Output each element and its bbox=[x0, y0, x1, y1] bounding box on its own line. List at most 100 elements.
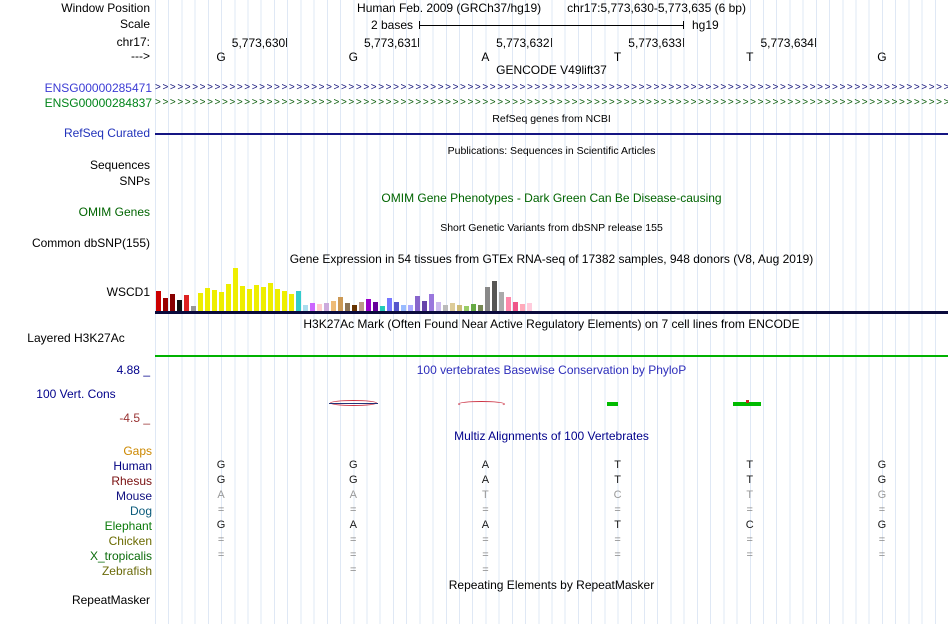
gtex-bar bbox=[247, 289, 252, 311]
gtex-bar bbox=[261, 287, 266, 311]
position-text: chr17:5,773,630-5,773,635 (6 bp) bbox=[567, 1, 746, 15]
gene-model-arrows[interactable]: >>>>>>>>>>>>>>>>>>>>>>>>>>>>>>>>>>>>>>>>… bbox=[155, 97, 948, 108]
sequences-label[interactable]: Sequences bbox=[89, 158, 150, 172]
alignment-cell: = bbox=[350, 504, 357, 516]
gtex-bar bbox=[492, 281, 497, 311]
gtex-bar bbox=[394, 302, 399, 311]
phylop-mark-dot bbox=[746, 400, 749, 403]
species-label-elephant[interactable]: Elephant bbox=[104, 519, 152, 533]
gtex-bar bbox=[170, 294, 175, 311]
gtex-bar bbox=[387, 298, 392, 311]
gtex-bar bbox=[163, 298, 168, 311]
repeatmasker-label[interactable]: RepeatMasker bbox=[71, 593, 150, 607]
alignment-cell: G bbox=[216, 474, 226, 486]
alignment-cell: T bbox=[482, 489, 489, 501]
alignment-cell: = bbox=[217, 549, 225, 561]
window-position-header: Human Feb. 2009 (GRCh37/hg19) chr17:5,773… bbox=[155, 2, 948, 16]
gtex-bar bbox=[499, 292, 504, 311]
base-letter: G bbox=[348, 50, 358, 64]
gtex-bar bbox=[198, 293, 203, 311]
species-label-rhesus[interactable]: Rhesus bbox=[111, 474, 152, 488]
refseq-gene-line[interactable] bbox=[155, 133, 948, 135]
alignment-cell: = bbox=[746, 534, 753, 546]
dbsnp-track-title[interactable]: Short Genetic Variants from dbSNP releas… bbox=[440, 222, 663, 234]
h3k27ac-signal-line[interactable] bbox=[155, 355, 948, 357]
refseq-track-title[interactable]: RefSeq genes from NCBI bbox=[492, 113, 611, 125]
h3k27ac-track-title[interactable]: H3K27Ac Mark (Often Found Near Active Re… bbox=[303, 317, 800, 331]
omim-track-title[interactable]: OMIM Gene Phenotypes - Dark Green Can Be… bbox=[381, 191, 722, 205]
gtex-bar bbox=[345, 303, 350, 311]
gtex-bar bbox=[282, 291, 287, 311]
gtex-track-title[interactable]: Gene Expression in 54 tissues from GTEx … bbox=[289, 252, 814, 266]
snps-label[interactable]: SNPs bbox=[119, 174, 150, 188]
assembly-text: Human Feb. 2009 (GRCh37/hg19) bbox=[357, 1, 542, 15]
gtex-bar bbox=[464, 306, 469, 311]
species-label-human[interactable]: Human bbox=[113, 459, 152, 473]
publications-track-title[interactable]: Publications: Sequences in Scientific Ar… bbox=[447, 145, 656, 157]
gtex-bar bbox=[191, 306, 196, 311]
gencode-track-title[interactable]: GENCODE V49lift37 bbox=[496, 63, 607, 77]
alignment-cell: A bbox=[481, 474, 490, 486]
phylop-track-label[interactable]: 100 Vert. Cons bbox=[36, 387, 116, 401]
alignment-cell: C bbox=[613, 489, 622, 501]
alignment-cell: G bbox=[348, 459, 358, 471]
alignment-cell: = bbox=[350, 549, 357, 561]
species-label-x_tropicalis[interactable]: X_tropicalis bbox=[89, 549, 152, 563]
position-tick-mark bbox=[418, 38, 420, 47]
gtex-bar bbox=[373, 302, 378, 311]
layered-h3k27ac-label[interactable]: Layered H3K27Ac bbox=[27, 331, 125, 345]
gtex-bar bbox=[324, 303, 329, 311]
gtex-bar bbox=[415, 296, 420, 311]
alignment-cell: T bbox=[746, 489, 754, 501]
scale-label: Scale bbox=[119, 17, 150, 31]
alignment-cell: T bbox=[746, 474, 754, 486]
phylop-max-label: 4.88 _ bbox=[116, 363, 150, 377]
position-tick-label: 5,773,632 bbox=[496, 36, 550, 50]
gtex-gene-label[interactable]: WSCD1 bbox=[106, 285, 150, 299]
gtex-bar bbox=[352, 305, 357, 311]
alignment-cell: A bbox=[481, 459, 490, 471]
alignment-cell: = bbox=[878, 504, 886, 516]
gtex-bar bbox=[443, 305, 448, 311]
gtex-bar bbox=[513, 302, 518, 311]
refseq-curated-label[interactable]: RefSeq Curated bbox=[63, 126, 150, 140]
phylop-track-title[interactable]: 100 vertebrates Basewise Conservation by… bbox=[416, 363, 687, 377]
scale-bar-tick-right bbox=[683, 21, 684, 29]
alignment-cell: = bbox=[614, 549, 621, 561]
chrom-label: chr17: bbox=[116, 35, 150, 49]
gene-model-arrows[interactable]: >>>>>>>>>>>>>>>>>>>>>>>>>>>>>>>>>>>>>>>>… bbox=[155, 82, 948, 93]
alignment-cell: G bbox=[216, 459, 226, 471]
gtex-bar bbox=[331, 301, 336, 311]
species-label-chicken[interactable]: Chicken bbox=[108, 534, 152, 548]
species-label-mouse[interactable]: Mouse bbox=[115, 489, 152, 503]
phylop-mark-bar bbox=[733, 402, 761, 406]
species-label-zebrafish[interactable]: Zebrafish bbox=[101, 564, 152, 578]
scale-bar-tick-left bbox=[419, 21, 420, 29]
alignment-cell: T bbox=[746, 459, 754, 471]
gene-label[interactable]: ENSG00000285471 bbox=[44, 81, 152, 95]
gene-label[interactable]: ENSG00000284837 bbox=[44, 96, 152, 110]
alignment-cell: G bbox=[348, 474, 358, 486]
multiz-track-title[interactable]: Multiz Alignments of 100 Vertebrates bbox=[454, 429, 649, 443]
gtex-bar bbox=[485, 287, 490, 311]
gtex-bar bbox=[219, 292, 224, 311]
species-label-dog[interactable]: Dog bbox=[129, 504, 152, 518]
species-label-gaps[interactable]: Gaps bbox=[123, 444, 152, 458]
gtex-bar bbox=[289, 294, 294, 311]
gtex-bar bbox=[184, 295, 189, 311]
alignment-cell: = bbox=[350, 564, 357, 576]
alignment-cell: T bbox=[614, 519, 621, 531]
common-dbsnp-label[interactable]: Common dbSNP(155) bbox=[31, 236, 150, 250]
position-tick-mark bbox=[286, 38, 288, 47]
repeatmasker-track-title[interactable]: Repeating Elements by RepeatMasker bbox=[448, 578, 655, 592]
alignment-cell: = bbox=[746, 549, 753, 561]
alignment-cell: G bbox=[877, 489, 887, 501]
base-letter: G bbox=[216, 50, 226, 64]
gtex-bar bbox=[310, 303, 315, 311]
alignment-cell: T bbox=[614, 459, 621, 471]
base-letter: G bbox=[877, 50, 887, 64]
alignment-cell: = bbox=[878, 549, 886, 561]
gtex-bar bbox=[296, 291, 301, 311]
base-letter: T bbox=[746, 50, 754, 64]
omim-genes-label[interactable]: OMIM Genes bbox=[78, 205, 150, 219]
